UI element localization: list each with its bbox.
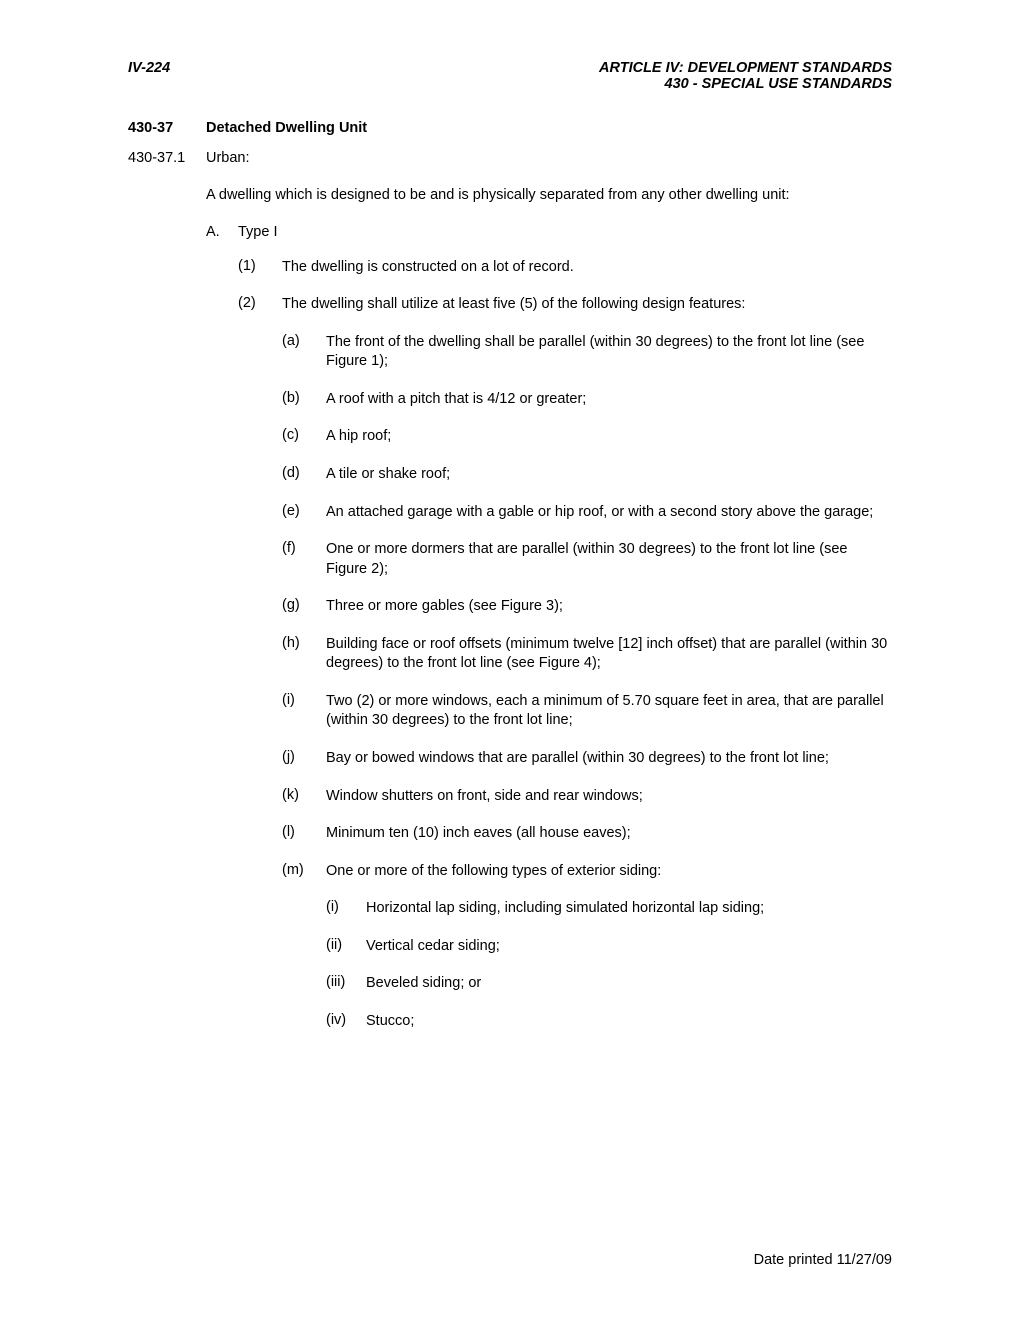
- sub-list-marker: (c): [282, 427, 326, 447]
- roman-marker: (ii): [326, 937, 366, 957]
- type-a-label: Type I: [238, 224, 278, 240]
- sub-list-item: (e) An attached garage with a gable or h…: [282, 503, 892, 523]
- subsection-label: Urban:: [206, 150, 250, 166]
- sub-list-item: (c) A hip roof;: [282, 427, 892, 447]
- sub-list-text: Two (2) or more windows, each a minimum …: [326, 692, 892, 731]
- sub-list-text: The front of the dwelling shall be paral…: [326, 333, 892, 372]
- sub-list-text: Three or more gables (see Figure 3);: [326, 597, 892, 617]
- header-right-line2: 430 - SPECIAL USE STANDARDS: [599, 76, 892, 92]
- sub-list-text: A hip roof;: [326, 427, 892, 447]
- list-text: The dwelling is constructed on a lot of …: [282, 258, 892, 278]
- sub-list-marker: (k): [282, 787, 326, 807]
- sub-list-marker: (l): [282, 824, 326, 844]
- roman-list-item: (ii) Vertical cedar siding;: [326, 937, 892, 957]
- header-right: ARTICLE IV: DEVELOPMENT STANDARDS 430 - …: [599, 60, 892, 92]
- intro-paragraph: A dwelling which is designed to be and i…: [206, 186, 892, 206]
- sub-list-item: (b) A roof with a pitch that is 4/12 or …: [282, 390, 892, 410]
- sub-list-marker: (h): [282, 635, 326, 674]
- sub-list-item: (f) One or more dormers that are paralle…: [282, 540, 892, 579]
- sub-list-marker: (m): [282, 862, 326, 882]
- sub-list-marker: (j): [282, 749, 326, 769]
- section-title: Detached Dwelling Unit: [206, 120, 367, 136]
- sub-list-marker: (a): [282, 333, 326, 372]
- sub-list-text: A tile or shake roof;: [326, 465, 892, 485]
- roman-text: Stucco;: [366, 1012, 892, 1032]
- sub-list-marker: (g): [282, 597, 326, 617]
- roman-text: Beveled siding; or: [366, 974, 892, 994]
- roman-list-item: (iii) Beveled siding; or: [326, 974, 892, 994]
- sub-list-item: (a) The front of the dwelling shall be p…: [282, 333, 892, 372]
- roman-list-item: (iv) Stucco;: [326, 1012, 892, 1032]
- subsection-number: 430-37.1: [128, 150, 206, 166]
- sub-list-item: (g) Three or more gables (see Figure 3);: [282, 597, 892, 617]
- section-number: 430-37: [128, 120, 206, 136]
- type-a-row: A. Type I: [206, 224, 892, 240]
- type-a-marker: A.: [206, 224, 238, 240]
- footer-date: Date printed 11/27/09: [754, 1252, 892, 1268]
- page-header: IV-224 ARTICLE IV: DEVELOPMENT STANDARDS…: [128, 60, 892, 92]
- sub-list-marker: (i): [282, 692, 326, 731]
- sub-list-text: Bay or bowed windows that are parallel (…: [326, 749, 892, 769]
- sub-list-text: A roof with a pitch that is 4/12 or grea…: [326, 390, 892, 410]
- section-title-row: 430-37 Detached Dwelling Unit: [128, 120, 892, 136]
- sub-list-item: (i) Two (2) or more windows, each a mini…: [282, 692, 892, 731]
- sub-list-item: (k) Window shutters on front, side and r…: [282, 787, 892, 807]
- sub-list-marker: (d): [282, 465, 326, 485]
- sub-list-text: One or more dormers that are parallel (w…: [326, 540, 892, 579]
- roman-list-item: (i) Horizontal lap siding, including sim…: [326, 899, 892, 919]
- sub-list-item: (l) Minimum ten (10) inch eaves (all hou…: [282, 824, 892, 844]
- header-right-line1: ARTICLE IV: DEVELOPMENT STANDARDS: [599, 60, 892, 76]
- sub-list-item: (h) Building face or roof offsets (minim…: [282, 635, 892, 674]
- sub-list-item: (j) Bay or bowed windows that are parall…: [282, 749, 892, 769]
- sub-list-marker: (b): [282, 390, 326, 410]
- sub-list-marker: (e): [282, 503, 326, 523]
- roman-marker: (i): [326, 899, 366, 919]
- list-item: (2) The dwelling shall utilize at least …: [238, 295, 892, 315]
- sub-list-text: An attached garage with a gable or hip r…: [326, 503, 892, 523]
- sub-list-marker: (f): [282, 540, 326, 579]
- list-item: (1) The dwelling is constructed on a lot…: [238, 258, 892, 278]
- header-left: IV-224: [128, 60, 170, 92]
- sub-list-item: (m) One or more of the following types o…: [282, 862, 892, 882]
- sub-list-text: Minimum ten (10) inch eaves (all house e…: [326, 824, 892, 844]
- list-marker: (2): [238, 295, 282, 315]
- subsection-row: 430-37.1 Urban:: [128, 150, 892, 166]
- sub-list-text: Building face or roof offsets (minimum t…: [326, 635, 892, 674]
- roman-marker: (iv): [326, 1012, 366, 1032]
- list-text: The dwelling shall utilize at least five…: [282, 295, 892, 315]
- list-marker: (1): [238, 258, 282, 278]
- sub-list-text: One or more of the following types of ex…: [326, 862, 892, 882]
- sub-list-text: Window shutters on front, side and rear …: [326, 787, 892, 807]
- roman-text: Vertical cedar siding;: [366, 937, 892, 957]
- roman-marker: (iii): [326, 974, 366, 994]
- sub-list-item: (d) A tile or shake roof;: [282, 465, 892, 485]
- roman-text: Horizontal lap siding, including simulat…: [366, 899, 892, 919]
